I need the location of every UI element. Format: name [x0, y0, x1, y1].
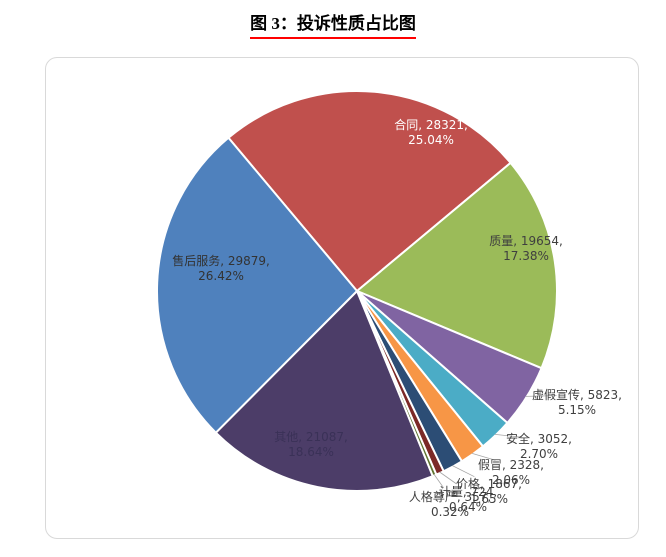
slice-labels: 合同, 28321, 25.04% 质量, 19654, 17.38% 虚假宣传, 58…: [172, 117, 622, 519]
slice-label: 合同, 28321, 25.04%: [394, 117, 468, 147]
slice-label: 虚假宣传, 5823, 5.15%: [532, 387, 622, 417]
slice-label: 安全, 3052, 2.70%: [506, 431, 572, 461]
slice-label: 售后服务, 29879, 26.42%: [172, 253, 270, 283]
slice-label: 假冒, 2328, 2.06%: [478, 458, 544, 487]
slice-label: 计量, 724, 0.64%: [439, 485, 497, 514]
leader-line: [525, 395, 557, 397]
leader-line: [494, 434, 522, 438]
leader-line: [433, 474, 445, 489]
leader-lines: [433, 395, 557, 489]
pie-slice: [156, 136, 358, 434]
pie-slice: [356, 161, 558, 370]
pie-slice: [214, 290, 434, 492]
chart-title-text: 图 3：投诉性质占比图: [250, 12, 416, 39]
slice-label: 其他, 21087, 18.64%: [274, 430, 348, 459]
slice-label: 质量, 19654, 17.38%: [489, 234, 563, 263]
chart-title: 图 3：投诉性质占比图: [0, 12, 666, 39]
pie-slices: [156, 89, 558, 492]
pie-slice: [227, 89, 512, 292]
leader-line: [471, 453, 496, 461]
slice-label: 价格, 1867, 1.65%: [456, 476, 522, 506]
leader-line: [452, 465, 475, 478]
slice-label: 人格尊严, 357, 0.32%: [409, 489, 491, 519]
leader-line: [439, 471, 457, 485]
